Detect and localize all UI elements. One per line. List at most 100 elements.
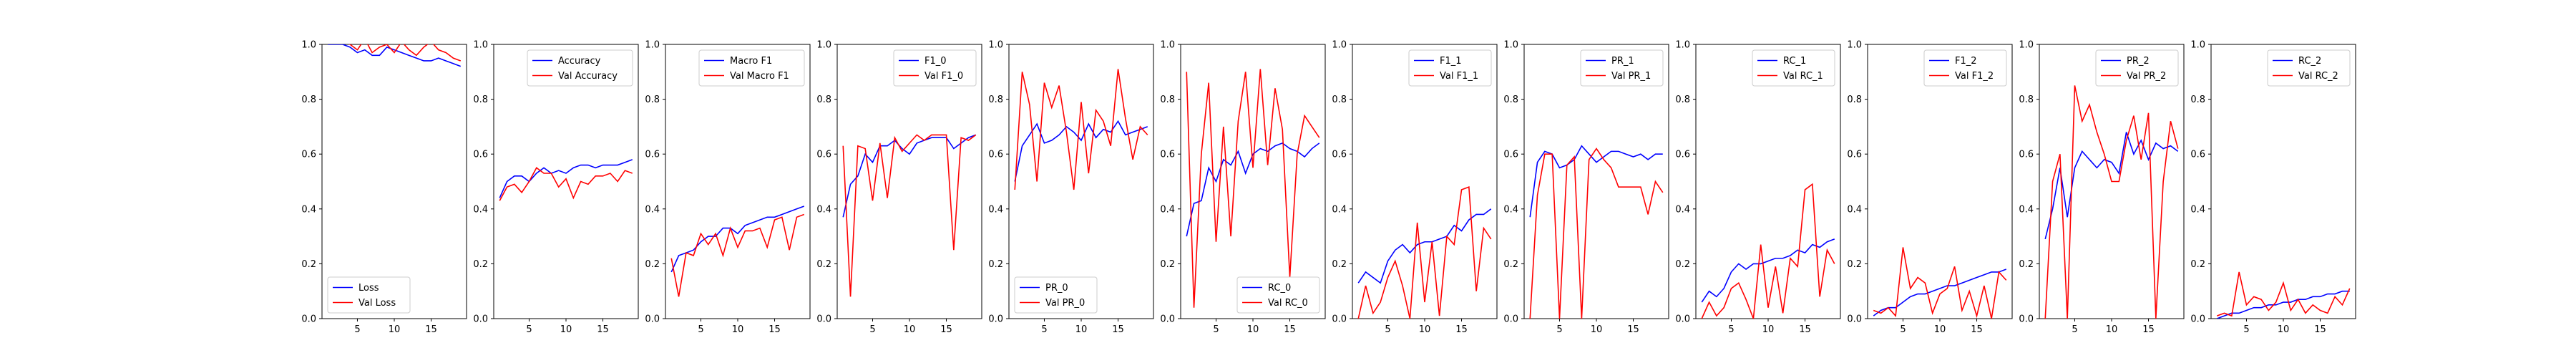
legend: PR_1 Val PR_1: [1580, 49, 1664, 87]
subplot-5: 0.0 0.2 0.4 0.6 0.8 1.0 5 10 15 PR_0 Val PR_0: [988, 40, 1154, 335]
legend-box: [327, 276, 411, 314]
y-tick-label: 0.8: [2019, 95, 2034, 105]
legend-label: Macro F1: [730, 56, 772, 67]
legend-box: [893, 49, 977, 87]
series-line-val-f1-1: [1357, 186, 1492, 319]
series-line-rc-1: [1701, 238, 1835, 303]
axes-frame: [1695, 44, 1841, 319]
series-line-val-pr-2: [2044, 85, 2179, 319]
series-line-macro-f1: [670, 205, 805, 273]
x-tick-label: 5: [698, 324, 703, 335]
y-tick-label: 0.8: [1160, 95, 1175, 105]
x-tick-label: 5: [1385, 324, 1390, 335]
y-tick-label: 0.6: [1160, 150, 1175, 160]
y-tick-label: 1.0: [1160, 40, 1175, 51]
series-line-f1-0: [842, 134, 977, 218]
x-tick-label: 10: [2278, 324, 2290, 335]
x-tick-label: 15: [1971, 324, 1983, 335]
y-tick-label: 1.0: [816, 40, 831, 51]
y-tick-label: 0.2: [301, 259, 316, 270]
series-line-val-f1-2: [1873, 247, 2007, 319]
x-tick-label: 10: [1762, 324, 1775, 335]
x-tick-label: 10: [389, 324, 401, 335]
x-tick-label: 5: [2243, 324, 2249, 335]
y-tick-label: 0.4: [473, 204, 488, 215]
legend: F1_1 Val F1_1: [1408, 49, 1492, 87]
axes-frame: [2210, 44, 2356, 319]
legend-label: Val PR_2: [2127, 71, 2166, 82]
y-tick-label: 0.8: [1503, 95, 1518, 105]
axes-frame: [1180, 44, 1326, 319]
y-tick-label: 1.0: [1503, 40, 1518, 51]
legend: RC_2 Val RC_2: [2267, 49, 2351, 87]
axes-frame: [1352, 44, 1498, 319]
y-tick-label: 0.0: [988, 314, 1003, 325]
x-tick-label: 5: [2072, 324, 2077, 335]
legend-label: Val F1_2: [1955, 71, 1994, 82]
y-tick-label: 0.6: [816, 150, 831, 160]
x-tick-label: 15: [1455, 324, 1468, 335]
x-tick-label: 5: [1556, 324, 1562, 335]
x-tick-label: 5: [1728, 324, 1734, 335]
y-tick-label: 0.6: [1332, 150, 1347, 160]
series-line-val-loss: [348, 44, 462, 62]
y-tick-label: 0.0: [2190, 314, 2205, 325]
y-tick-label: 0.4: [2019, 204, 2034, 215]
x-tick-label: 5: [354, 324, 360, 335]
y-tick-label: 0.8: [816, 95, 831, 105]
legend-box: [2095, 49, 2179, 87]
y-tick-label: 0.6: [301, 150, 316, 160]
y-tick-label: 0.4: [1332, 204, 1347, 215]
y-tick-label: 1.0: [988, 40, 1003, 51]
x-tick-label: 15: [1799, 324, 1811, 335]
series-line-val-f1-0: [842, 134, 977, 297]
series-line-loss: [328, 44, 462, 67]
y-tick-label: 0.4: [301, 204, 316, 215]
x-tick-label: 15: [940, 324, 952, 335]
legend-label: RC_1: [1783, 56, 1806, 67]
y-tick-label: 0.4: [1675, 204, 1690, 215]
y-tick-label: 0.8: [2190, 95, 2205, 105]
legend-box: [1580, 49, 1664, 87]
y-tick-label: 1.0: [2190, 40, 2205, 51]
y-tick-label: 1.0: [1675, 40, 1690, 51]
legend-label: Val RC_0: [1268, 298, 1308, 309]
y-tick-label: 0.6: [1503, 150, 1518, 160]
y-tick-label: 1.0: [645, 40, 660, 51]
series-line-rc-2: [2216, 290, 2350, 319]
y-tick-label: 0.4: [2190, 204, 2205, 215]
subplot-3: 0.0 0.2 0.4 0.6 0.8 1.0 5 10 15 Macro F1 Val Macro…: [645, 40, 811, 335]
legend-box: [1014, 276, 1098, 314]
x-tick-label: 10: [1419, 324, 1431, 335]
series-line-val-rc-0: [1186, 69, 1320, 308]
legend-label: Val RC_2: [2298, 71, 2338, 82]
legend-label: Val PR_1: [1611, 71, 1651, 82]
legend: PR_0 Val PR_0: [1014, 276, 1098, 314]
y-tick-label: 0.8: [1847, 95, 1862, 105]
y-tick-label: 0.8: [301, 95, 316, 105]
y-tick-label: 0.2: [473, 259, 488, 270]
y-tick-label: 0.0: [1332, 314, 1347, 325]
x-tick-label: 15: [1284, 324, 1296, 335]
y-tick-label: 0.2: [1675, 259, 1690, 270]
x-tick-label: 5: [1900, 324, 1906, 335]
x-tick-label: 10: [560, 324, 572, 335]
legend-label: RC_0: [1268, 283, 1291, 294]
legend-box: [1408, 49, 1492, 87]
y-tick-label: 0.8: [988, 95, 1003, 105]
axes-frame: [321, 44, 467, 319]
series-line-val-accuracy: [499, 167, 633, 201]
legend: Loss Val Loss: [327, 276, 411, 314]
x-tick-label: 15: [2314, 324, 2326, 335]
y-tick-label: 0.0: [816, 314, 831, 325]
y-tick-label: 0.4: [816, 204, 831, 215]
y-tick-label: 0.8: [1332, 95, 1347, 105]
subplot-1: 0.0 0.2 0.4 0.6 0.8 1.0 5 10 15 Loss Val Loss: [301, 40, 467, 335]
y-tick-label: 1.0: [473, 40, 488, 51]
x-tick-label: 15: [1627, 324, 1639, 335]
legend-label: Loss: [358, 283, 379, 294]
series-line-val-macro-f1: [670, 213, 805, 297]
y-tick-label: 0.2: [2190, 259, 2205, 270]
legend: F1_2 Val F1_2: [1923, 49, 2007, 87]
y-tick-label: 0.8: [473, 95, 488, 105]
